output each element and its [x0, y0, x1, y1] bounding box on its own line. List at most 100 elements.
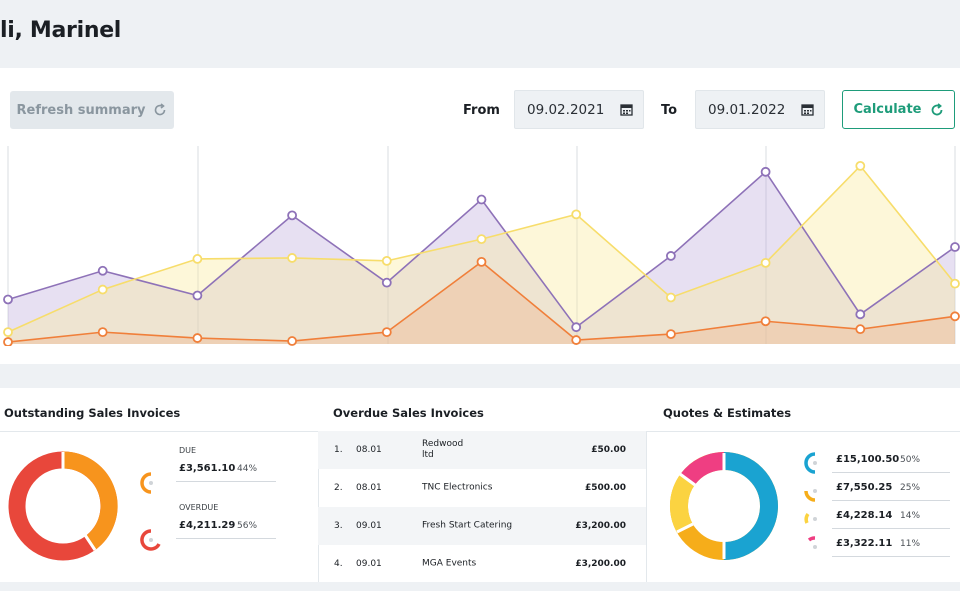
series-yellow-point[interactable]: [97, 284, 108, 295]
due-mini-ring-icon: [140, 472, 153, 494]
from-label: From: [463, 103, 500, 118]
outstanding-invoices-title: Outstanding Sales Invoices: [4, 406, 181, 420]
invoice-date: 08.01: [356, 483, 382, 493]
series-purple-point[interactable]: [3, 294, 13, 305]
invoice-customer: TNC Electronics: [422, 482, 493, 493]
series-purple-point[interactable]: [760, 166, 771, 177]
quote-underline: [832, 472, 950, 473]
series-orange-point[interactable]: [192, 333, 203, 343]
series-yellow-point[interactable]: [381, 255, 392, 266]
series-yellow-point[interactable]: [3, 327, 13, 338]
quote-percent: 50%: [900, 455, 921, 465]
refresh-icon: [155, 103, 166, 116]
series-yellow-point[interactable]: [855, 160, 866, 171]
quote-ring-icon: [807, 536, 817, 549]
sales-area-chart: [3, 146, 960, 346]
series-orange-point[interactable]: [666, 329, 676, 340]
series-orange-point[interactable]: [855, 324, 866, 335]
series-orange-point[interactable]: [476, 256, 487, 267]
series-yellow-point[interactable]: [760, 257, 771, 268]
series-orange-point[interactable]: [97, 327, 108, 338]
quote-amount: £3,322.11: [836, 538, 893, 549]
from-date-field[interactable]: [514, 90, 644, 129]
quotes-estimates-title: Quotes & Estimates: [663, 406, 792, 420]
page-greeting: li, Marinel: [0, 18, 122, 43]
series-orange-point[interactable]: [950, 311, 960, 322]
invoice-row[interactable]: 4. 09.01 MGA Events £3,200.00: [318, 545, 646, 583]
invoice-row[interactable]: 3. 09.01 Fresh Start Catering £3,200.00: [318, 507, 646, 545]
column-divider: [646, 431, 647, 582]
series-purple-point[interactable]: [666, 251, 676, 261]
series-purple-point[interactable]: [571, 322, 582, 333]
refresh-summary-button[interactable]: Refresh summary: [10, 91, 174, 129]
section-divider: [646, 431, 960, 432]
series-orange-point[interactable]: [3, 337, 13, 346]
series-purple-point[interactable]: [192, 290, 203, 301]
overdue-invoices-title: Overdue Sales Invoices: [333, 406, 484, 420]
series-orange-point[interactable]: [287, 336, 298, 346]
series-yellow-area: [8, 165, 955, 344]
series-orange-point[interactable]: [571, 335, 582, 345]
quote-percent: 14%: [900, 511, 921, 521]
to-label: To: [661, 103, 678, 118]
invoice-number: 3.: [334, 521, 343, 531]
series-yellow-point[interactable]: [666, 292, 676, 303]
to-date-input[interactable]: [708, 101, 788, 118]
invoice-amount: £3,200.00: [575, 521, 626, 531]
invoice-amount: £3,200.00: [575, 559, 626, 569]
invoice-customer: MGA Events: [422, 558, 477, 569]
series-purple-point[interactable]: [97, 265, 108, 276]
series-yellow-point[interactable]: [476, 234, 487, 245]
series-yellow-point[interactable]: [571, 209, 582, 220]
quote-percent: 11%: [900, 539, 921, 549]
from-date-input[interactable]: [527, 101, 607, 118]
quote-underline: [832, 500, 950, 501]
series-orange-point[interactable]: [381, 327, 392, 338]
series-purple-point[interactable]: [855, 309, 866, 320]
invoice-row[interactable]: 2. 08.01 TNC Electronics £500.00: [318, 469, 646, 507]
section-divider: [0, 431, 318, 432]
quote-underline: [832, 528, 950, 529]
series-orange-point[interactable]: [760, 316, 771, 327]
quotes-donut-chart: [670, 452, 778, 560]
refresh-summary-label: Refresh summary: [16, 102, 146, 118]
invoice-date: 09.01: [356, 559, 382, 569]
due-percent: 44%: [237, 464, 258, 474]
series-purple-point[interactable]: [287, 210, 298, 221]
due-amount: £3,561.10: [179, 463, 236, 474]
series-yellow-point[interactable]: [192, 254, 203, 264]
overdue-percent: 56%: [237, 521, 258, 531]
overdue-label: OVERDUE: [179, 503, 219, 512]
quote-amount: £15,100.50: [836, 454, 900, 465]
series-yellow-point[interactable]: [287, 253, 298, 263]
summary-widgets-panel: Outstanding Sales Invoices DUE £3,561.10…: [0, 388, 960, 582]
invoice-number: 4.: [334, 559, 343, 569]
invoice-amount: £50.00: [591, 445, 626, 455]
quote-underline: [832, 556, 950, 557]
page-bottom-edge: [0, 582, 960, 591]
to-date-field[interactable]: [695, 90, 825, 129]
series-yellow-point[interactable]: [950, 278, 960, 289]
refresh-icon: [931, 102, 942, 115]
calendar-icon[interactable]: [801, 103, 814, 116]
quote-amount: £7,550.25: [836, 482, 893, 493]
due-label: DUE: [179, 446, 197, 455]
outstanding-donut-chart: [8, 451, 118, 561]
invoice-number: 2.: [334, 483, 343, 493]
invoice-customer: Fresh Start Catering: [422, 520, 513, 531]
overdue-mini-ring-icon: [140, 529, 161, 551]
overdue-underline: [176, 538, 276, 539]
invoice-date: 08.01: [356, 445, 382, 455]
summary-panel: Refresh summary From To Calculate: [0, 68, 960, 364]
invoice-row[interactable]: 1. 08.01 Redwood ltd £50.00: [318, 431, 646, 469]
column-divider: [318, 431, 319, 582]
series-purple-point[interactable]: [950, 242, 960, 252]
series-purple-point[interactable]: [381, 277, 392, 288]
quote-percent: 25%: [900, 483, 921, 493]
quote-amount: £4,228.14: [836, 510, 893, 521]
quote-ring-icon: [804, 512, 817, 524]
calendar-icon[interactable]: [620, 103, 633, 116]
series-orange-area: [8, 261, 955, 344]
series-purple-point[interactable]: [476, 194, 487, 205]
calculate-button[interactable]: Calculate: [842, 90, 955, 129]
